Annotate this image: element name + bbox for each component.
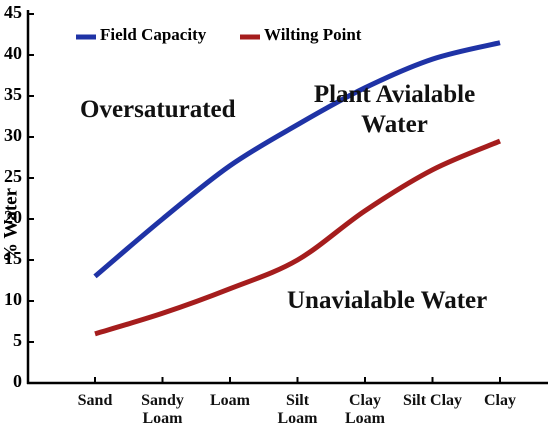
legend-label: Field Capacity — [100, 25, 207, 44]
x-tick-label: Silt Clay — [402, 392, 463, 409]
x-tick-label: Clay Loam — [345, 392, 385, 427]
legend-label: Wilting Point — [264, 25, 362, 44]
line — [93, 40, 501, 279]
y-tick-label: 35 — [4, 84, 22, 104]
y-tick-label: 25 — [4, 166, 22, 186]
y-tick-label: 40 — [4, 43, 22, 63]
x-tick-label: Clay — [484, 392, 516, 409]
x-tick-label: Loam — [210, 392, 250, 409]
y-axis-title: % Water — [0, 187, 21, 262]
x-tick-label: Silt Loam — [277, 392, 318, 427]
y-tick-label: 30 — [4, 125, 22, 145]
annotation: Oversaturated — [80, 96, 236, 123]
annotation: Plant Avialable Water — [313, 81, 476, 138]
y-tick-label: 20 — [4, 207, 22, 227]
y-tick-label: 15 — [4, 248, 22, 268]
x-tick-label: Sandy Loam — [141, 392, 184, 427]
y-tick-label: 10 — [4, 289, 22, 309]
y-tick-label: 45 — [4, 2, 22, 22]
annotation: Unavialable Water — [287, 287, 488, 314]
line — [94, 138, 501, 337]
x-tick-label: Sand — [77, 392, 113, 409]
y-tick-label: 0 — [13, 371, 22, 391]
y-tick-label: 5 — [13, 330, 22, 350]
